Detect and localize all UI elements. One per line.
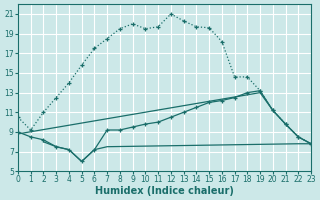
X-axis label: Humidex (Indice chaleur): Humidex (Indice chaleur) [95, 186, 234, 196]
